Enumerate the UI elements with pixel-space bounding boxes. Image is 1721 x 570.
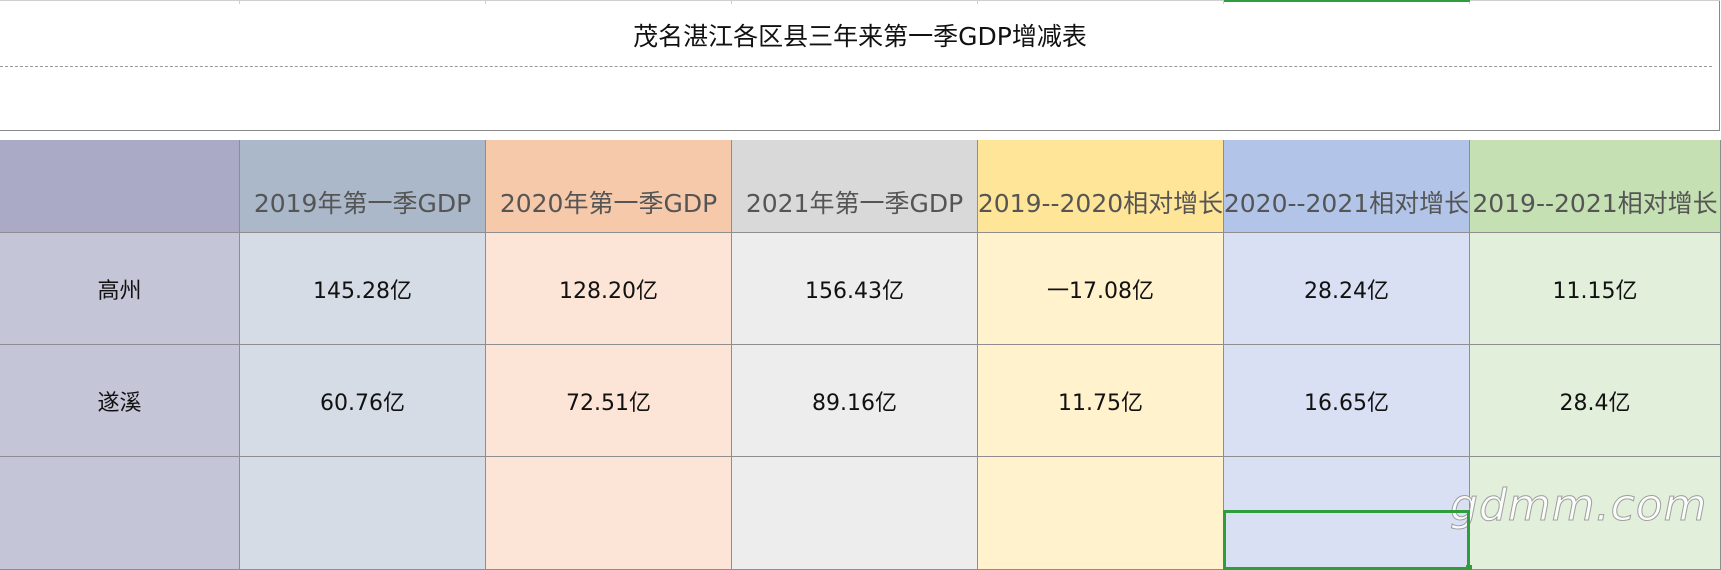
column-tick — [977, 0, 978, 4]
data-cell[interactable]: 89.16亿 — [732, 345, 978, 457]
data-cell[interactable] — [732, 457, 978, 570]
data-cell[interactable] — [486, 457, 732, 570]
header-cell[interactable] — [0, 140, 240, 233]
data-cell[interactable] — [240, 457, 486, 570]
row-label-cell[interactable] — [0, 457, 240, 570]
header-cell[interactable]: 2020--2021相对增长 — [1224, 140, 1470, 233]
sheet-title[interactable]: 茂名湛江各区县三年来第一季GDP增减表 — [633, 22, 1087, 51]
column-tick — [239, 0, 240, 4]
selected-cell[interactable] — [1223, 510, 1470, 570]
data-cell[interactable]: 156.43亿 — [732, 233, 978, 345]
data-cell[interactable]: 一17.08亿 — [978, 233, 1224, 345]
header-cell[interactable]: 2019--2020相对增长 — [978, 140, 1224, 233]
data-cell[interactable]: 28.4亿 — [1470, 345, 1721, 457]
column-tick — [1223, 0, 1224, 4]
header-cell[interactable]: 2020年第一季GDP — [486, 140, 732, 233]
column-tick — [485, 0, 486, 4]
title-area: 茂名湛江各区县三年来第一季GDP增减表 — [0, 0, 1720, 131]
gdp-table: 2019年第一季GDP 2020年第一季GDP 2021年第一季GDP 2019--2… — [0, 140, 1721, 570]
row-label-cell[interactable]: 高州 — [0, 233, 240, 345]
header-cell[interactable]: 2021年第一季GDP — [732, 140, 978, 233]
header-cell[interactable]: 2019--2021相对增长 — [1470, 140, 1721, 233]
data-cell[interactable]: 72.51亿 — [486, 345, 732, 457]
data-cell[interactable]: 145.28亿 — [240, 233, 486, 345]
data-cell[interactable]: 11.75亿 — [978, 345, 1224, 457]
data-cell[interactable] — [978, 457, 1224, 570]
data-cell[interactable]: 28.24亿 — [1224, 233, 1470, 345]
data-cell[interactable]: 11.15亿 — [1470, 233, 1721, 345]
data-cell[interactable]: 16.65亿 — [1224, 345, 1470, 457]
watermark: gdmm.com — [1450, 480, 1708, 532]
page-break-line — [0, 66, 1712, 67]
selected-column-indicator — [1224, 0, 1470, 2]
fill-handle[interactable] — [1466, 565, 1472, 570]
data-cell[interactable]: 128.20亿 — [486, 233, 732, 345]
column-tick — [1469, 0, 1470, 4]
header-cell[interactable]: 2019年第一季GDP — [240, 140, 486, 233]
data-cell[interactable]: 60.76亿 — [240, 345, 486, 457]
top-gridline — [0, 0, 1720, 1]
column-tick — [731, 0, 732, 4]
row-label-cell[interactable]: 遂溪 — [0, 345, 240, 457]
